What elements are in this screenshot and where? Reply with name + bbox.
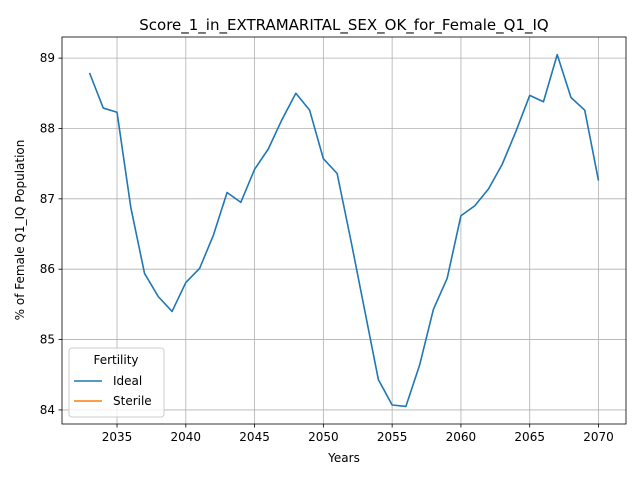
legend-box [68, 347, 165, 418]
legend-title: Fertility [93, 353, 138, 367]
x-tick-label: 2055 [377, 430, 408, 444]
y-tick-label: 86 [40, 262, 55, 276]
y-axis-label: % of Female Q1_IQ Population [13, 140, 27, 321]
x-axis-label: Years [327, 451, 360, 465]
y-tick-label: 84 [40, 403, 55, 417]
x-tick-label: 2045 [239, 430, 270, 444]
ticks: 2035 2040 2045 2050 2055 2060 2065 2070 84 85 86 87… [40, 51, 614, 444]
legend-label-ideal: Ideal [113, 374, 142, 388]
x-tick-label: 2035 [102, 430, 133, 444]
y-tick-label: 85 [40, 333, 55, 347]
x-tick-label: 2060 [446, 430, 477, 444]
x-tick-label: 2050 [308, 430, 339, 444]
x-tick-label: 2065 [514, 430, 545, 444]
y-tick-label: 87 [40, 192, 55, 206]
x-tick-label: 2040 [171, 430, 202, 444]
plot-frame [61, 36, 627, 425]
y-tick-label: 88 [40, 121, 55, 135]
legend-label-sterile: Sterile [113, 394, 152, 408]
series-layer [88, 53, 600, 408]
chart-title: Score_1_in_EXTRAMARITAL_SEX_OK_for_Femal… [139, 16, 548, 35]
x-tick-label: 2070 [583, 430, 614, 444]
series-line-ideal [88, 53, 600, 408]
legend: Fertility Ideal Sterile [68, 347, 165, 418]
y-tick-label: 89 [40, 51, 55, 65]
